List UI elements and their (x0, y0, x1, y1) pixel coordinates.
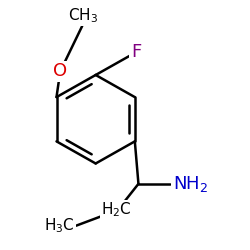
Text: F: F (131, 43, 141, 61)
Text: NH$_2$: NH$_2$ (173, 174, 208, 194)
Text: H$_2$C: H$_2$C (101, 201, 132, 220)
Text: O: O (53, 62, 67, 80)
Text: CH$_3$: CH$_3$ (68, 6, 98, 25)
Text: H$_3$C: H$_3$C (44, 216, 75, 235)
